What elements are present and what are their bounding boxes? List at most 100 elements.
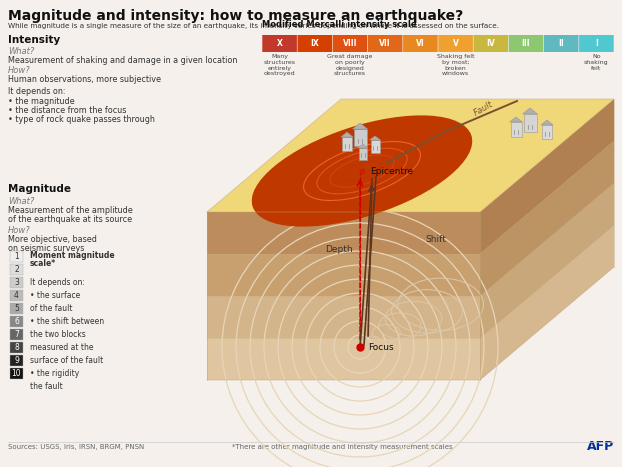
- Text: Many
structures
entirely
destroyed: Many structures entirely destroyed: [264, 54, 295, 77]
- FancyBboxPatch shape: [542, 125, 552, 139]
- Text: Focus: Focus: [368, 342, 394, 352]
- FancyBboxPatch shape: [10, 368, 23, 379]
- Polygon shape: [353, 123, 368, 129]
- Polygon shape: [207, 99, 614, 212]
- FancyBboxPatch shape: [10, 329, 23, 340]
- Polygon shape: [341, 132, 353, 137]
- Text: Measurement of the amplitude: Measurement of the amplitude: [8, 206, 132, 215]
- Text: Moment magnitude: Moment magnitude: [30, 250, 114, 260]
- Text: Epicentre: Epicentre: [370, 167, 413, 176]
- Text: It depends on:: It depends on:: [8, 87, 65, 96]
- FancyBboxPatch shape: [579, 35, 614, 52]
- Text: Magnitude and intensity: how to measure an earthquake?: Magnitude and intensity: how to measure …: [8, 9, 463, 23]
- FancyBboxPatch shape: [509, 35, 543, 52]
- Text: AFP: AFP: [587, 440, 614, 453]
- Text: Modified Mercalli intensity scale: Modified Mercalli intensity scale: [262, 20, 417, 29]
- Text: IX: IX: [310, 39, 319, 48]
- Text: 4: 4: [14, 291, 19, 300]
- Text: 8: 8: [14, 343, 19, 352]
- Text: 9: 9: [14, 356, 19, 365]
- Text: III: III: [522, 39, 531, 48]
- FancyBboxPatch shape: [10, 251, 23, 262]
- Ellipse shape: [252, 115, 472, 226]
- Text: the fault: the fault: [30, 382, 63, 391]
- Text: Shift: Shift: [425, 234, 446, 243]
- Text: 1: 1: [14, 252, 19, 261]
- FancyBboxPatch shape: [371, 140, 379, 153]
- FancyBboxPatch shape: [10, 342, 23, 353]
- Ellipse shape: [340, 160, 384, 182]
- Ellipse shape: [325, 152, 399, 190]
- Text: 3: 3: [14, 278, 19, 287]
- Text: • the distance from the focus: • the distance from the focus: [8, 106, 126, 115]
- Polygon shape: [480, 99, 614, 254]
- FancyBboxPatch shape: [10, 303, 23, 314]
- Polygon shape: [358, 144, 368, 148]
- Text: IV: IV: [486, 39, 495, 48]
- Text: V: V: [453, 39, 458, 48]
- Ellipse shape: [259, 119, 465, 223]
- Ellipse shape: [333, 156, 391, 186]
- Text: How?: How?: [8, 66, 30, 75]
- Text: While magnitude is a single measure of the size of an earthquake, its intensity : While magnitude is a single measure of t…: [8, 23, 499, 29]
- Polygon shape: [541, 120, 553, 125]
- FancyBboxPatch shape: [10, 277, 23, 288]
- Text: 6: 6: [14, 317, 19, 326]
- Text: on seismic surveys: on seismic surveys: [8, 244, 85, 253]
- Text: How?: How?: [8, 226, 30, 235]
- Text: 5: 5: [14, 304, 19, 313]
- FancyBboxPatch shape: [10, 264, 23, 275]
- Ellipse shape: [310, 145, 414, 197]
- Ellipse shape: [296, 138, 428, 205]
- FancyBboxPatch shape: [524, 114, 537, 132]
- FancyBboxPatch shape: [10, 316, 23, 327]
- FancyBboxPatch shape: [353, 129, 366, 146]
- Polygon shape: [480, 183, 614, 338]
- Ellipse shape: [355, 167, 369, 175]
- Ellipse shape: [274, 127, 450, 215]
- Text: What?: What?: [8, 197, 34, 206]
- Text: 2: 2: [14, 265, 19, 274]
- FancyBboxPatch shape: [368, 35, 402, 52]
- Text: surface of the fault: surface of the fault: [30, 356, 103, 365]
- Ellipse shape: [347, 163, 377, 178]
- Polygon shape: [480, 225, 614, 380]
- Text: 10: 10: [12, 369, 21, 378]
- FancyBboxPatch shape: [10, 355, 23, 366]
- Text: What?: What?: [8, 47, 34, 56]
- Text: Shaking felt
by most;
broken
windows: Shaking felt by most; broken windows: [437, 54, 475, 77]
- FancyBboxPatch shape: [297, 35, 332, 52]
- FancyBboxPatch shape: [359, 148, 367, 160]
- Text: • the rigidity: • the rigidity: [30, 369, 79, 378]
- FancyBboxPatch shape: [544, 35, 578, 52]
- Text: of the fault: of the fault: [30, 304, 73, 313]
- Text: Great damage
on poorly
designed
structures: Great damage on poorly designed structur…: [327, 54, 373, 77]
- Text: VI: VI: [416, 39, 425, 48]
- Text: It depends on:: It depends on:: [30, 278, 85, 287]
- Text: VII: VII: [379, 39, 391, 48]
- FancyBboxPatch shape: [342, 137, 352, 151]
- Text: scale*: scale*: [30, 260, 56, 269]
- Text: the two blocks: the two blocks: [30, 330, 86, 339]
- Text: Measurement of shaking and damage in a given location: Measurement of shaking and damage in a g…: [8, 56, 238, 65]
- Text: of the earthquake at its source: of the earthquake at its source: [8, 215, 132, 224]
- Text: Intensity: Intensity: [8, 35, 60, 45]
- FancyBboxPatch shape: [333, 35, 368, 52]
- Text: More objective, based: More objective, based: [8, 235, 97, 244]
- Text: measured at the: measured at the: [30, 343, 93, 352]
- Text: No
shaking
felt: No shaking felt: [584, 54, 609, 71]
- FancyBboxPatch shape: [511, 122, 521, 137]
- Polygon shape: [369, 136, 381, 140]
- Text: X: X: [277, 39, 282, 48]
- Text: I: I: [595, 39, 598, 48]
- Ellipse shape: [281, 130, 443, 212]
- Text: *There are other magnitude and intensity measurement scales: *There are other magnitude and intensity…: [232, 444, 453, 450]
- Text: Fault: Fault: [472, 100, 494, 118]
- FancyBboxPatch shape: [262, 35, 297, 52]
- Polygon shape: [480, 141, 614, 296]
- Polygon shape: [522, 108, 537, 114]
- Polygon shape: [509, 117, 522, 122]
- Polygon shape: [207, 296, 480, 338]
- FancyBboxPatch shape: [439, 35, 473, 52]
- Text: II: II: [559, 39, 564, 48]
